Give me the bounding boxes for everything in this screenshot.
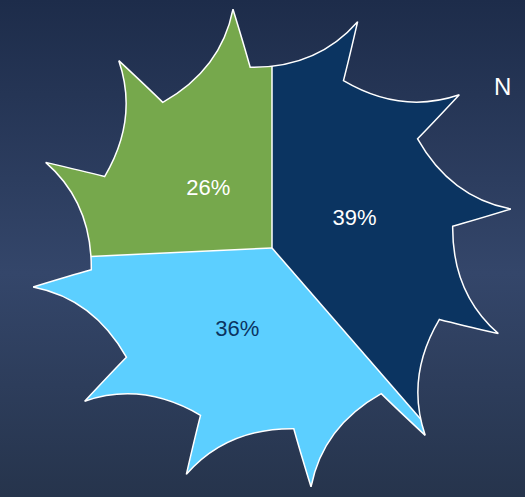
chart-svg: 39% 36% 26% N <box>0 0 525 497</box>
slice-border <box>271 0 273 248</box>
slice-border <box>272 248 469 474</box>
wheel-outline <box>33 9 511 487</box>
page: {"chart_data": {"type": "pie", "values":… <box>0 0 525 497</box>
annotation: N <box>494 73 511 100</box>
data-label: 39% <box>332 205 376 230</box>
data-label: 26% <box>186 175 230 200</box>
pie-slice <box>0 248 469 497</box>
pie-slice <box>0 0 272 262</box>
slices <box>0 0 525 497</box>
data-label: 36% <box>215 316 259 341</box>
slice-border <box>0 248 272 262</box>
chart-container: 39% 36% 26% N <box>0 0 525 497</box>
